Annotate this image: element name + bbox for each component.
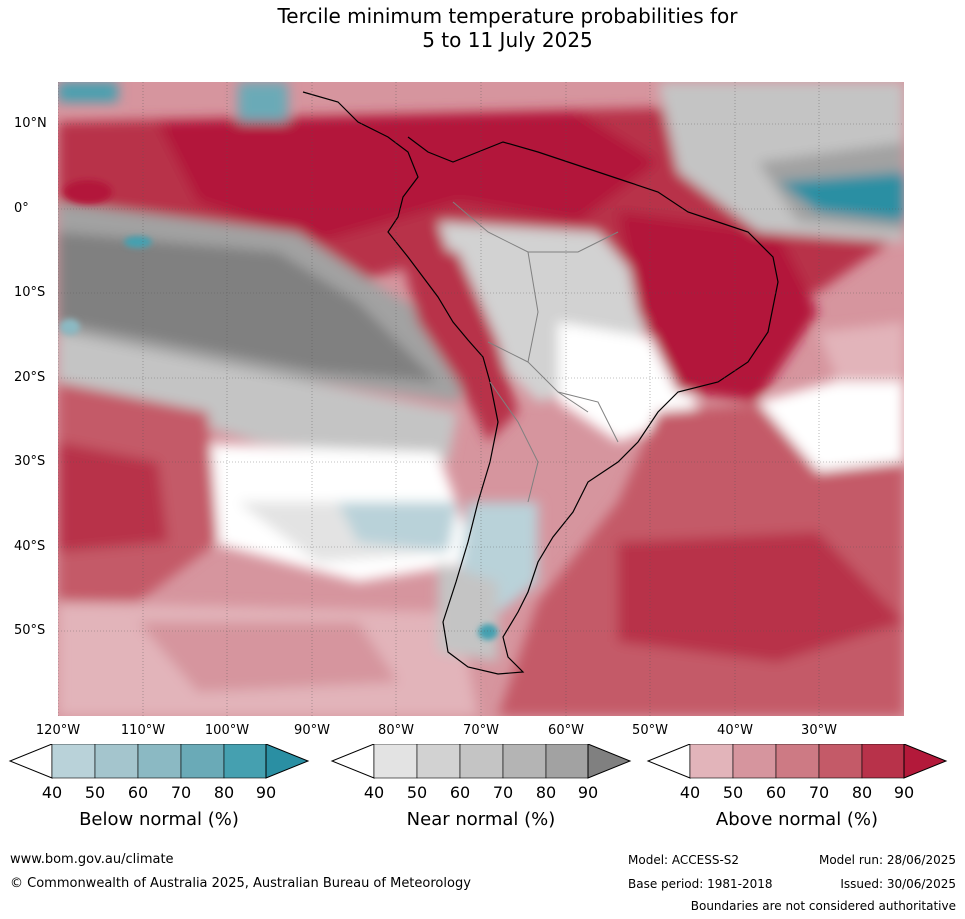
- below-tick-50: 50: [84, 783, 106, 802]
- below-normal-swatch-50: [94, 744, 139, 779]
- above-normal-swatch-40: [689, 744, 734, 779]
- title-line-2: 5 to 11 July 2025: [422, 28, 593, 52]
- near-normal-label: Near normal (%): [406, 809, 556, 830]
- above-normal-label: Above normal (%): [715, 809, 879, 830]
- below-normal-label: Below normal (%): [79, 809, 239, 830]
- below-tick-40: 40: [41, 783, 63, 802]
- below-normal-swatch-60: [137, 744, 182, 779]
- probability-map: [58, 82, 904, 716]
- near-normal-swatch-50: [416, 744, 461, 779]
- lon-label-40w: 40°W: [717, 723, 753, 738]
- above-tick-70: 70: [808, 783, 830, 802]
- lon-label-70w: 70°W: [463, 723, 499, 738]
- above-normal-swatch-50: [732, 744, 777, 779]
- model-run-text: Model run: 28/06/2025: [818, 853, 956, 867]
- graticule: [58, 82, 904, 716]
- below-normal-swatch-80: [223, 744, 267, 779]
- title-line-1: Tercile minimum temperature probabilitie…: [277, 4, 738, 28]
- near-normal-colorbar: [330, 744, 632, 779]
- above-tick-90: 90: [893, 783, 915, 802]
- lat-label-40s: 40°S: [14, 539, 46, 554]
- near-normal-swatch-40: [373, 744, 418, 779]
- map-title: Tercile minimum temperature probabilitie…: [0, 4, 965, 52]
- below-tick-90: 90: [255, 783, 277, 802]
- above-normal-swatch-60: [775, 744, 820, 779]
- lat-label-10n: 10°N: [14, 116, 47, 131]
- near-normal-swatch-under: [330, 744, 375, 779]
- below-tick-80: 80: [213, 783, 235, 802]
- above-normal-swatch-80: [861, 744, 905, 779]
- below-normal-swatch-under: [8, 744, 53, 779]
- below-tick-60: 60: [127, 783, 149, 802]
- near-normal-swatch-60: [459, 744, 504, 779]
- coastline: [302, 91, 779, 675]
- below-normal-colorbar: [8, 744, 310, 779]
- lon-label-120w: 120°W: [35, 723, 81, 738]
- above-tick-60: 60: [765, 783, 787, 802]
- above-tick-80: 80: [851, 783, 873, 802]
- near-normal-swatch-70: [502, 744, 547, 779]
- below-normal-swatch-40: [51, 744, 96, 779]
- map-canvas: [58, 82, 904, 716]
- lon-label-80w: 80°W: [378, 723, 414, 738]
- lat-label-30s: 30°S: [14, 454, 46, 469]
- near-normal-swatch-80: [545, 744, 589, 779]
- country-borders: [452, 201, 619, 503]
- base-period-text: Base period: 1981-2018: [628, 877, 773, 891]
- near-tick-50: 50: [406, 783, 428, 802]
- below-normal-swatch-70: [180, 744, 225, 779]
- near-tick-80: 80: [535, 783, 557, 802]
- lon-label-50w: 50°W: [632, 723, 668, 738]
- website-link[interactable]: www.bom.gov.au/climate: [10, 852, 174, 867]
- lon-label-100w: 100°W: [204, 723, 250, 738]
- near-tick-70: 70: [492, 783, 514, 802]
- disclaimer-text: Boundaries are not considered authoritat…: [690, 899, 956, 913]
- above-tick-50: 50: [722, 783, 744, 802]
- above-normal-swatch-under: [646, 744, 691, 779]
- below-normal-swatch-over: [265, 744, 310, 779]
- lon-label-110w: 110°W: [120, 723, 166, 738]
- copyright-text: © Commonwealth of Australia 2025, Austra…: [10, 876, 471, 891]
- above-normal-swatch-70: [818, 744, 863, 779]
- lat-label-10s: 10°S: [14, 285, 46, 300]
- lon-label-30w: 30°W: [801, 723, 837, 738]
- above-tick-40: 40: [679, 783, 701, 802]
- issued-text: Issued: 30/06/2025: [840, 877, 956, 891]
- near-tick-40: 40: [363, 783, 385, 802]
- lon-label-90w: 90°W: [294, 723, 330, 738]
- lon-label-60w: 60°W: [548, 723, 584, 738]
- lat-label-20s: 20°S: [14, 370, 46, 385]
- lat-label-0: 0°: [14, 201, 29, 216]
- model-text: Model: ACCESS-S2: [628, 853, 740, 867]
- near-tick-60: 60: [449, 783, 471, 802]
- near-normal-swatch-over: [587, 744, 632, 779]
- above-normal-colorbar: [646, 744, 948, 779]
- near-tick-90: 90: [577, 783, 599, 802]
- above-normal-swatch-over: [903, 744, 948, 779]
- lat-label-50s: 50°S: [14, 623, 46, 638]
- below-tick-70: 70: [170, 783, 192, 802]
